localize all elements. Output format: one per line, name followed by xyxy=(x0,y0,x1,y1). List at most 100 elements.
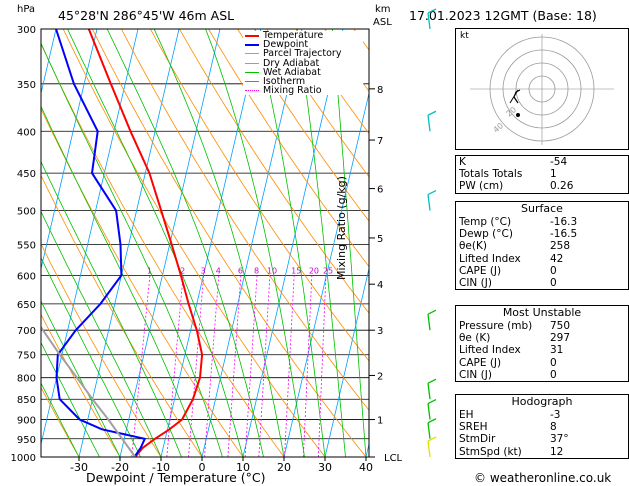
surface-value: -16.5 xyxy=(550,228,578,241)
surface-row: Dewp (°C) -16.5 xyxy=(456,228,628,240)
wet-adiabat xyxy=(153,29,285,457)
legend-label: Dewpoint xyxy=(263,39,309,51)
series-line-temperature xyxy=(87,29,204,457)
surface-value: -16.3 xyxy=(550,216,578,228)
mixing-ratio-line xyxy=(131,275,151,457)
mixing-ratio-label: 6 xyxy=(238,266,243,275)
legend-swatch xyxy=(245,62,259,64)
plot-frame xyxy=(40,28,370,458)
dry-adiabat xyxy=(41,386,80,457)
storm-motion-marker xyxy=(516,113,520,117)
dry-adiabat xyxy=(121,29,369,411)
pressure-tick-label: 700 xyxy=(17,326,36,337)
surface-panel: Surface Temp (°C) -16.3 Dewp (°C) -16.5 θe… xyxy=(455,201,629,291)
isotherm xyxy=(0,29,15,457)
wind-barb-flag xyxy=(427,418,437,424)
legend-item: Wet Adiabat xyxy=(243,66,363,78)
most-unstable-value: 297 xyxy=(550,332,571,345)
dry-adiabat xyxy=(41,313,121,457)
hodograph-ring xyxy=(489,36,595,142)
legend-item: Temperature xyxy=(243,31,363,40)
legend-item: Parcel Trajectory xyxy=(243,48,363,60)
km-tick-label: 2 xyxy=(377,371,383,382)
pressure-tick-label: 450 xyxy=(17,169,36,180)
pressure-tick-label: 350 xyxy=(17,80,36,91)
index-row: K -54 xyxy=(456,156,628,168)
hodograph-table-row: StmDir 37° xyxy=(456,433,628,445)
most-unstable-title: Most Unstable xyxy=(502,306,582,319)
hodograph-table-value: 37° xyxy=(550,433,569,446)
location-title: 45°28'N 286°45'W 46m ASL xyxy=(58,8,235,23)
wind-barb-flag xyxy=(427,378,437,384)
pressure-tick-label: 800 xyxy=(17,374,36,385)
x-tick-label: -10 xyxy=(152,461,170,474)
hodograph-table-label: StmDir xyxy=(459,433,496,446)
x-axis-label: Dewpoint / Temperature (°C) xyxy=(86,470,266,485)
hodograph-table-value: 12 xyxy=(550,445,564,458)
legend-swatch xyxy=(245,80,259,82)
wind-barb xyxy=(427,194,431,211)
isotherm xyxy=(41,29,139,446)
index-value: 0.26 xyxy=(550,180,574,193)
most-unstable-row: Pressure (mb) 750 xyxy=(456,320,628,332)
mixing-ratio-label: 4 xyxy=(216,266,221,275)
most-unstable-row: CIN (J) 0 xyxy=(456,369,628,381)
hodograph-ring xyxy=(502,49,582,129)
mixing-ratio-label: 1 xyxy=(147,266,152,275)
legend-swatch xyxy=(245,44,259,47)
legend-label: Wet Adiabat xyxy=(263,66,321,78)
most-unstable-label: CIN (J) xyxy=(459,368,492,381)
hodograph-table-row: SREH 8 xyxy=(456,421,628,433)
pressure-tick-label: 600 xyxy=(17,271,36,282)
pressure-tick-label: 850 xyxy=(17,395,36,406)
most-unstable-row: Lifted Index 31 xyxy=(456,344,628,356)
wet-adiabat xyxy=(205,29,305,457)
wind-barb-flag xyxy=(427,309,437,315)
pressure-tick-label: 300 xyxy=(17,25,36,36)
wet-adiabat xyxy=(41,256,141,457)
legend-label: Mixing Ratio xyxy=(263,85,322,97)
surface-label: CAPE (J) xyxy=(459,264,502,277)
index-label: PW (cm) xyxy=(459,180,504,193)
legend-label: Parcel Trajectory xyxy=(263,48,342,60)
hodograph-table-label: SREH xyxy=(459,421,488,434)
wind-barb xyxy=(427,383,431,400)
isotherm xyxy=(283,91,369,457)
surface-title: Surface xyxy=(521,202,563,215)
storm-motion-vector xyxy=(509,89,519,104)
x-tick-label: -20 xyxy=(111,461,129,474)
mixing-ratio-line xyxy=(204,275,220,457)
hodograph-table-value: -3 xyxy=(550,409,561,421)
most-unstable-value: 0 xyxy=(550,368,557,381)
pressure-tick-label: 750 xyxy=(17,351,36,362)
most-unstable-value: 750 xyxy=(550,320,571,332)
wind-barb xyxy=(427,422,431,439)
isotherm xyxy=(78,29,180,457)
km-tick-label: 7 xyxy=(377,136,383,147)
legend-label: Isotherm xyxy=(263,75,306,87)
index-label: K xyxy=(459,156,466,168)
legend-swatch xyxy=(245,35,259,37)
wet-adiabat xyxy=(41,382,80,457)
index-row: Totals Totals 1 xyxy=(456,168,628,180)
wet-adiabat xyxy=(41,160,182,457)
x-tick-label: 40 xyxy=(359,461,373,474)
most-unstable-panel: Most Unstable Pressure (mb) 750 θe (K) 297… xyxy=(455,305,629,382)
surface-label: Lifted Index xyxy=(459,252,521,265)
wet-adiabat xyxy=(41,300,121,457)
dry-adiabat xyxy=(237,29,369,222)
dry-adiabat xyxy=(150,29,369,362)
surface-row: Lifted Index 42 xyxy=(456,253,628,265)
wet-adiabat xyxy=(331,29,367,457)
surface-value: 42 xyxy=(550,252,564,265)
hodograph-table-value: 8 xyxy=(550,421,557,434)
hodograph-chart: 40 20 xyxy=(470,34,614,145)
hodograph-table-row: EH -3 xyxy=(456,409,628,421)
pressure-tick-label: 400 xyxy=(17,127,36,138)
wind-barb xyxy=(427,314,431,331)
km-tick-label: 1 xyxy=(377,416,383,427)
x-tick-label: 30 xyxy=(318,461,332,474)
mixing-ratio-label: 2 xyxy=(180,266,185,275)
x-tick-label: 10 xyxy=(236,461,250,474)
isotherm xyxy=(119,29,221,457)
